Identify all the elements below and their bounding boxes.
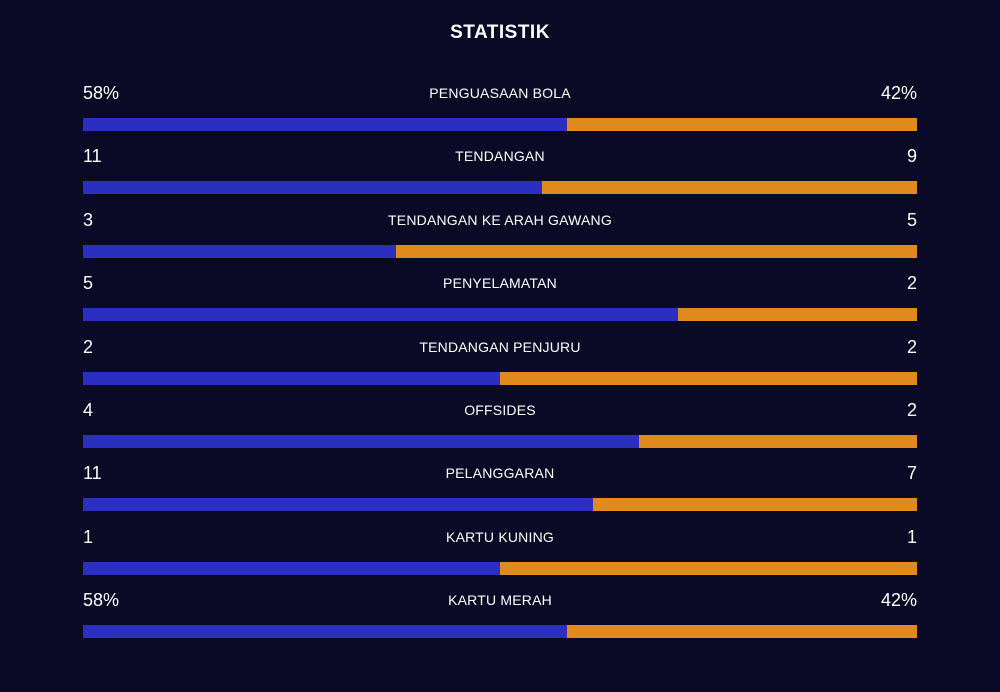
away-value: 9 [906, 146, 917, 167]
home-bar-fill [83, 308, 679, 322]
stat-label: TENDANGAN [455, 148, 545, 165]
home-value: 4 [83, 399, 94, 420]
stat-header: 5 PENYELAMATAN 2 [83, 270, 917, 296]
home-value: 3 [83, 209, 94, 230]
away-bar-fill [500, 371, 917, 385]
home-bar-fill [83, 181, 542, 195]
stat-header: 58% PENGUASAAN BOLA 42% [83, 80, 917, 106]
stats-title: STATISTIK [450, 22, 550, 43]
home-value: 11 [83, 463, 102, 484]
comparison-bar [83, 181, 917, 195]
away-bar-fill [678, 308, 917, 322]
away-bar-fill [541, 181, 917, 195]
comparison-bar [83, 498, 917, 512]
comparison-bar [83, 434, 917, 448]
stat-row: 58% KARTU MERAH 42% [83, 587, 917, 650]
home-value: 58% [83, 83, 120, 103]
stat-label: PENGUASAAN BOLA [429, 85, 571, 101]
stat-row: 5 PENYELAMATAN 2 [83, 270, 917, 333]
home-bar-fill [83, 371, 500, 385]
stats-list: 58% PENGUASAAN BOLA 42% 11 TENDANGAN 9 3 TENDAN… [83, 80, 917, 651]
home-value: 11 [83, 146, 102, 167]
stat-header: 1 KARTU KUNING 1 [83, 524, 917, 550]
away-value: 2 [906, 336, 917, 357]
stat-label: PELANGGARAN [445, 465, 555, 482]
comparison-bar [83, 371, 917, 385]
stat-header: 58% KARTU MERAH 42% [83, 587, 917, 613]
stat-row: 58% PENGUASAAN BOLA 42% [83, 80, 917, 143]
stat-label: OFFSIDES [464, 401, 536, 418]
home-bar-fill [83, 561, 500, 575]
home-bar-fill [83, 244, 396, 258]
home-bar-fill [83, 498, 593, 512]
away-value: 2 [906, 399, 917, 420]
away-value: 5 [906, 209, 917, 230]
home-bar-fill [83, 118, 567, 131]
stat-row: 1 KARTU KUNING 1 [83, 524, 917, 587]
home-bar-fill [83, 434, 640, 448]
stat-label: TENDANGAN KE ARAH GAWANG [388, 211, 612, 228]
stat-label: TENDANGAN PENJURU [419, 338, 581, 355]
comparison-bar [83, 308, 917, 322]
stat-header: 2 TENDANGAN PENJURU 2 [83, 334, 917, 360]
home-bar-fill [83, 625, 567, 639]
stat-header: 11 TENDANGAN 9 [83, 143, 917, 169]
comparison-bar [83, 561, 917, 575]
stat-row: 11 PELANGGARAN 7 [83, 460, 917, 523]
stat-row: 4 OFFSIDES 2 [83, 397, 917, 460]
away-bar-fill [566, 625, 917, 639]
comparison-bar [83, 118, 917, 131]
stat-header: 3 TENDANGAN KE ARAH GAWANG 5 [83, 207, 917, 233]
away-value: 42% [880, 83, 917, 103]
stat-header: 4 OFFSIDES 2 [83, 397, 917, 423]
comparison-bar [83, 244, 917, 258]
away-value: 1 [906, 526, 917, 547]
stat-label: PENYELAMATAN [443, 275, 557, 292]
away-bar-fill [566, 118, 917, 131]
stat-label: KARTU KUNING [446, 528, 554, 545]
away-value: 7 [906, 463, 917, 484]
comparison-bar [83, 625, 917, 639]
stat-row: 2 TENDANGAN PENJURU 2 [83, 334, 917, 397]
away-bar-fill [639, 434, 917, 448]
home-value: 58% [83, 590, 120, 611]
home-value: 1 [83, 526, 94, 547]
stat-label: KARTU MERAH [448, 592, 552, 609]
away-value: 42% [880, 590, 917, 611]
away-bar-fill [395, 244, 917, 258]
home-value: 5 [83, 273, 94, 294]
away-bar-fill [592, 498, 917, 512]
away-bar-fill [500, 561, 917, 575]
stat-row: 11 TENDANGAN 9 [83, 143, 917, 206]
away-value: 2 [906, 273, 917, 294]
home-value: 2 [83, 336, 94, 357]
stat-row: 3 TENDANGAN KE ARAH GAWANG 5 [83, 207, 917, 270]
stat-header: 11 PELANGGARAN 7 [83, 460, 917, 486]
